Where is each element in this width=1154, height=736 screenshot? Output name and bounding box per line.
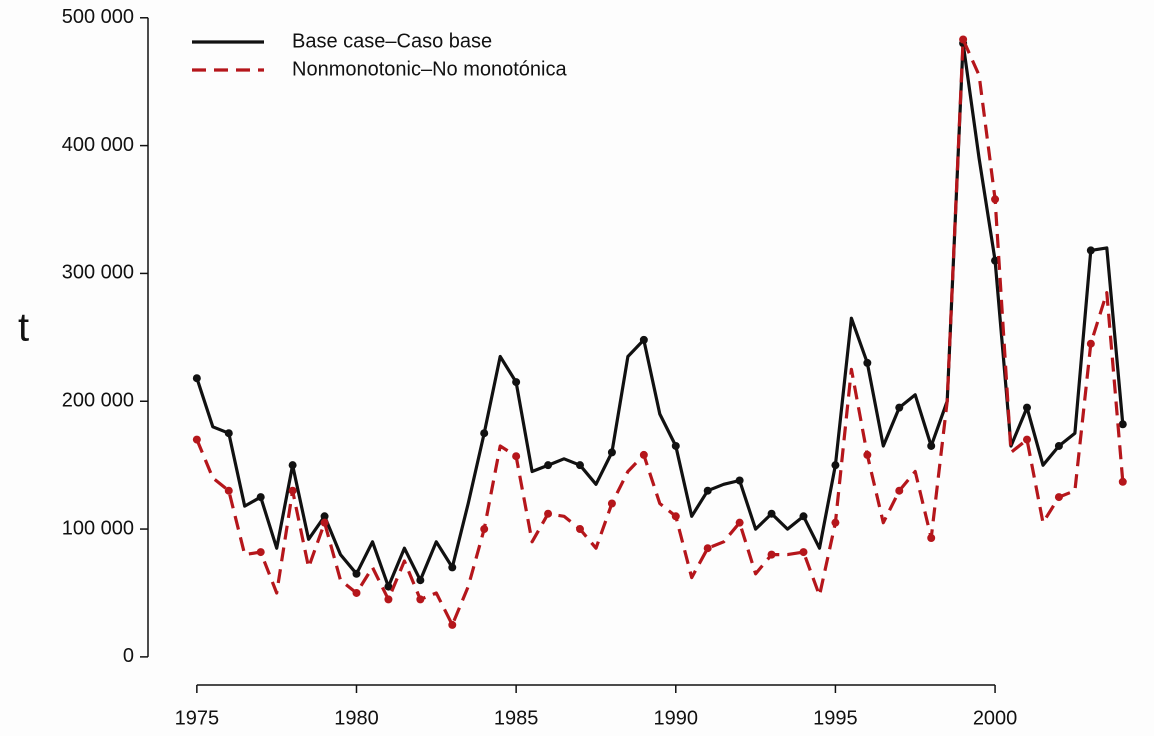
point <box>192 435 201 444</box>
point <box>1086 246 1095 255</box>
point <box>512 378 521 387</box>
x-tick-label: 1995 <box>813 707 858 729</box>
point <box>671 512 680 521</box>
point <box>384 595 393 604</box>
point <box>863 450 872 459</box>
point <box>1054 493 1063 502</box>
point <box>448 620 457 629</box>
point <box>224 429 233 438</box>
x-tick-label: 1975 <box>175 707 220 729</box>
point <box>767 550 776 559</box>
legend-label: Nonmonotonic–No monotónica <box>292 58 567 80</box>
y-tick-label: 100 000 <box>62 517 134 539</box>
point <box>416 576 425 585</box>
point <box>895 403 904 412</box>
y-tick-label: 400 000 <box>62 134 134 156</box>
point <box>575 461 584 470</box>
point <box>799 548 808 557</box>
point <box>1118 420 1127 429</box>
point <box>256 548 265 557</box>
point <box>1054 441 1063 450</box>
series-line <box>195 37 1125 627</box>
point <box>607 448 616 457</box>
point <box>767 509 776 518</box>
x-tick-label: 2000 <box>973 707 1018 729</box>
point <box>544 461 553 470</box>
point <box>1086 339 1095 348</box>
point <box>1022 435 1031 444</box>
point <box>288 486 297 495</box>
point <box>959 35 968 44</box>
point <box>384 582 393 591</box>
point <box>575 525 584 534</box>
point <box>735 518 744 527</box>
y-tick-label: 300 000 <box>62 262 134 284</box>
x-tick-label: 1990 <box>654 707 699 729</box>
point <box>703 544 712 553</box>
y-tick-label: 200 000 <box>62 390 134 412</box>
point <box>991 195 1000 204</box>
point <box>831 461 840 470</box>
point <box>639 450 648 459</box>
point <box>544 509 553 518</box>
y-tick-label: 500 000 <box>62 6 134 28</box>
x-tick-label: 1980 <box>334 707 379 729</box>
x-tick-label: 1985 <box>494 707 539 729</box>
y-axis-label: t <box>18 306 29 350</box>
point <box>703 486 712 495</box>
point <box>671 441 680 450</box>
point <box>735 476 744 485</box>
point <box>895 486 904 495</box>
point <box>352 569 361 578</box>
point <box>320 518 329 527</box>
point <box>1118 477 1127 486</box>
point <box>927 534 936 543</box>
point <box>512 452 521 461</box>
y-tick-label: 0 <box>123 645 134 667</box>
point <box>799 512 808 521</box>
point <box>480 525 489 534</box>
point <box>863 358 872 367</box>
point <box>927 441 936 450</box>
point <box>224 486 233 495</box>
point <box>320 512 329 521</box>
point <box>607 499 616 508</box>
series-line <box>195 41 1125 589</box>
point <box>831 518 840 527</box>
point <box>192 374 201 383</box>
point <box>448 563 457 572</box>
point <box>416 595 425 604</box>
point <box>639 335 648 344</box>
point <box>991 256 1000 265</box>
point <box>1022 403 1031 412</box>
point <box>352 588 361 597</box>
point <box>256 493 265 502</box>
point <box>288 461 297 470</box>
legend-label: Base case–Caso base <box>292 30 492 52</box>
point <box>480 429 489 438</box>
